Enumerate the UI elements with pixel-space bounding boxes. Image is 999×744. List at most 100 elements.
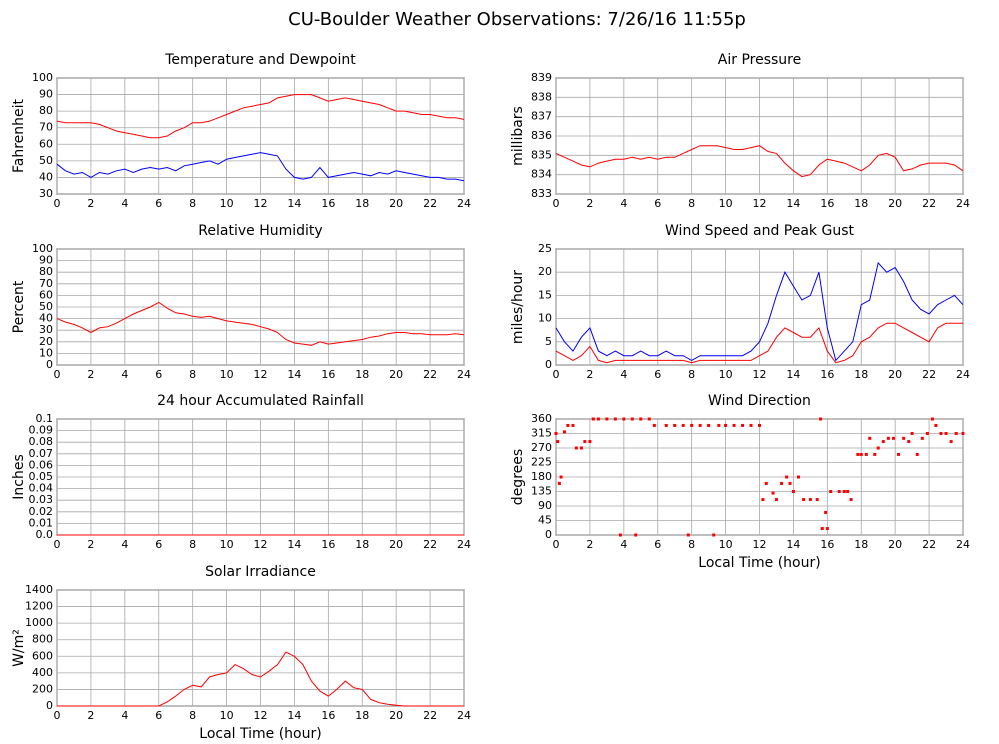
x-tick-label: 2 (586, 197, 593, 210)
y-tick-label: 0 (46, 358, 53, 371)
x-tick-label: 8 (189, 368, 196, 381)
data-point (630, 417, 634, 421)
data-point (761, 498, 765, 502)
y-tick-label: 839 (531, 71, 552, 84)
data-point (771, 491, 775, 495)
x-tick-label: 0 (553, 197, 560, 210)
x-tick-label: 16 (321, 538, 335, 551)
x-tick-label: 10 (220, 538, 234, 551)
data-point (808, 498, 812, 502)
y-tick-label: 80 (39, 104, 53, 117)
x-tick-label: 20 (888, 538, 902, 551)
x-tick-label: 24 (956, 538, 970, 551)
x-tick-label: 8 (189, 197, 196, 210)
x-tick-label: 22 (423, 368, 437, 381)
x-tick-label: 18 (854, 197, 868, 210)
y-tick-label: 0 (545, 528, 552, 541)
data-point (764, 481, 768, 485)
y-tick-label: 1000 (25, 616, 53, 629)
x-tick-label: 6 (654, 368, 661, 381)
y-tick-label: 70 (39, 277, 53, 290)
x-tick-label: 4 (620, 368, 627, 381)
data-line (57, 651, 464, 707)
x-tick-label: 12 (254, 709, 268, 722)
x-tick-label: 6 (155, 368, 162, 381)
y-tick-label: 30 (39, 323, 53, 336)
data-point (556, 440, 560, 444)
y-axis-label: Fahrenheit (11, 98, 27, 173)
x-tick-label: 20 (389, 538, 403, 551)
y-tick-label: 5 (545, 335, 552, 348)
data-point (934, 423, 938, 427)
x-tick-label: 0 (54, 197, 61, 210)
x-tick-label: 18 (854, 368, 868, 381)
x-tick-label: 10 (719, 197, 733, 210)
chart-title: 24 hour Accumulated Rainfall (157, 393, 364, 409)
y-tick-label: 0.07 (29, 447, 54, 460)
data-point (673, 423, 677, 427)
y-tick-label: 100 (32, 71, 53, 84)
x-tick-label: 24 (956, 368, 970, 381)
y-tick-label: 0.03 (29, 493, 54, 506)
x-tick-label: 2 (586, 538, 593, 551)
x-tick-label: 18 (355, 197, 369, 210)
y-tick-label: 180 (531, 470, 552, 483)
x-tick-label: 2 (87, 538, 94, 551)
data-point (849, 498, 853, 502)
y-tick-label: 90 (39, 254, 53, 267)
chart-title: Wind Direction (708, 393, 811, 409)
x-tick-label: 14 (786, 368, 800, 381)
x-tick-label: 2 (87, 709, 94, 722)
x-tick-label: 4 (121, 197, 128, 210)
y-tick-label: 30 (39, 187, 53, 200)
data-point (559, 475, 563, 479)
data-point (829, 490, 833, 493)
x-tick-label: 16 (321, 197, 335, 210)
data-point (780, 481, 784, 485)
x-tick-label: 4 (121, 709, 128, 722)
data-point (712, 533, 716, 537)
data-point (902, 436, 906, 440)
y-tick-label: 834 (531, 168, 552, 181)
data-point (618, 533, 622, 537)
y-tick-label: 0.04 (29, 482, 54, 495)
y-tick-label: 135 (531, 485, 552, 498)
x-tick-label: 8 (688, 368, 695, 381)
y-tick-label: 0.0 (36, 528, 54, 541)
x-tick-label: 4 (620, 538, 627, 551)
y-tick-label: 200 (32, 682, 53, 695)
data-point (758, 423, 761, 427)
y-axis-label: degrees (510, 449, 526, 505)
data-point (925, 432, 929, 435)
data-point (690, 423, 694, 427)
y-tick-label: 1400 (25, 583, 53, 596)
x-tick-label: 24 (457, 197, 471, 210)
y-tick-label: 90 (538, 499, 552, 512)
x-tick-label: 20 (389, 197, 403, 210)
y-tick-label: 40 (39, 312, 53, 325)
data-point (846, 490, 850, 493)
data-point (961, 432, 965, 435)
x-tick-label: 20 (888, 197, 902, 210)
data-line (56, 152, 465, 182)
x-tick-label: 0 (553, 368, 560, 381)
x-tick-label: 20 (389, 368, 403, 381)
y-tick-label: 60 (39, 137, 53, 150)
data-point (596, 417, 600, 421)
data-point (886, 436, 890, 440)
data-point (634, 533, 638, 537)
data-point (868, 436, 872, 440)
data-point (579, 446, 583, 450)
x-tick-label: 6 (654, 538, 661, 551)
data-point (944, 432, 948, 435)
x-tick-label: 10 (220, 709, 234, 722)
x-tick-label: 12 (753, 197, 767, 210)
data-point (802, 498, 806, 502)
y-tick-label: 20 (39, 335, 53, 348)
data-point (583, 440, 587, 444)
x-tick-label: 8 (688, 197, 695, 210)
data-line (555, 322, 963, 364)
data-point (859, 452, 863, 456)
y-tick-label: 20 (538, 265, 552, 278)
data-point (613, 417, 617, 421)
